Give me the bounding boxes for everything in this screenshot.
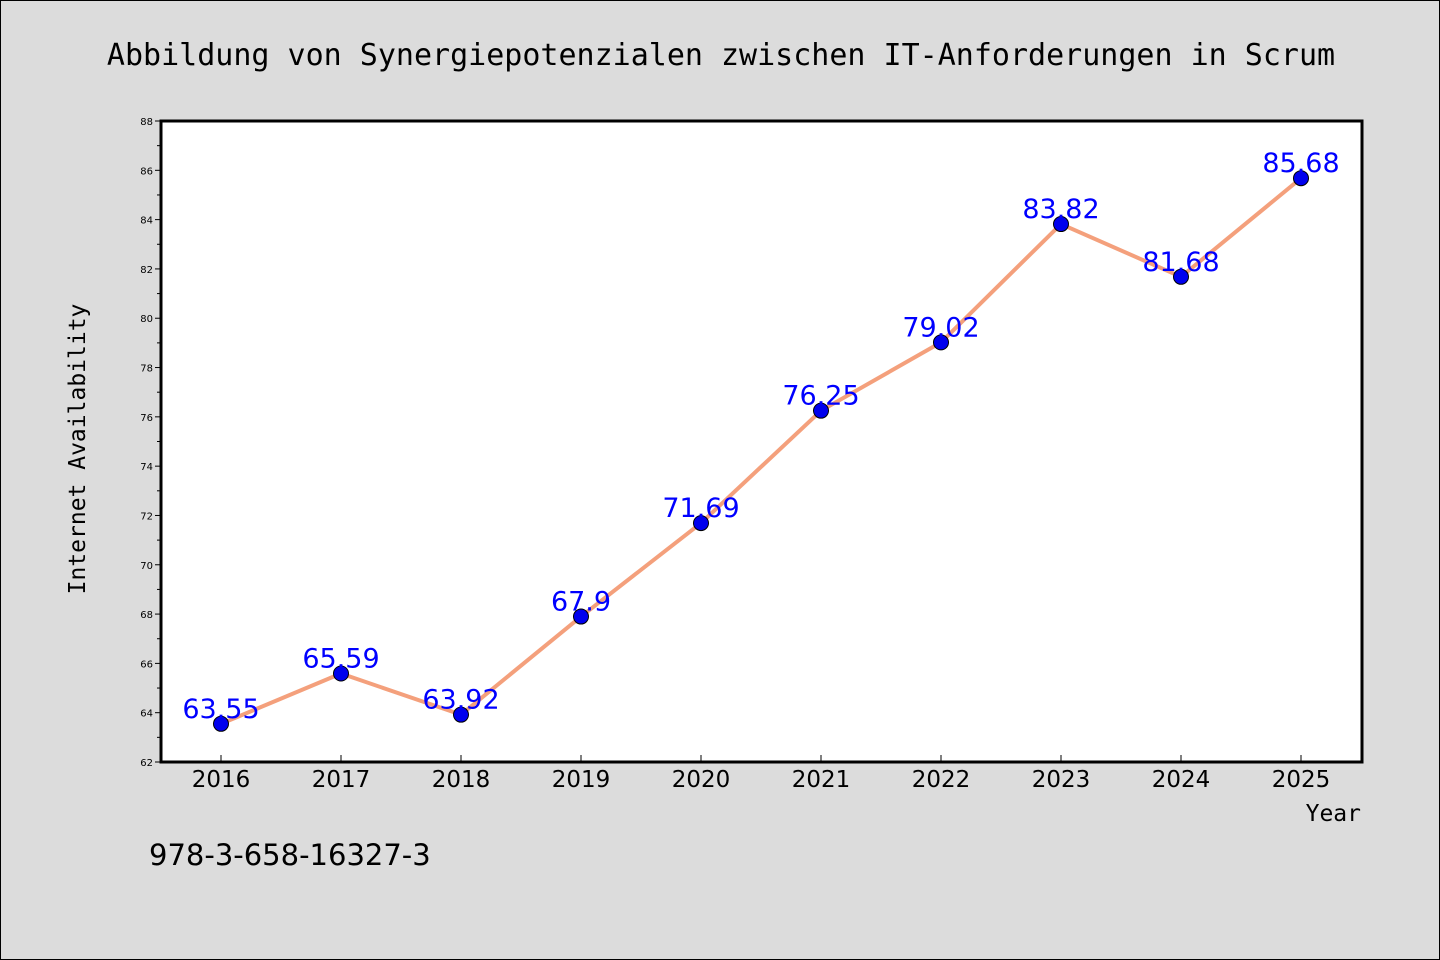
y-tick-label: 70 bbox=[140, 561, 153, 572]
x-tick-label: 2017 bbox=[312, 767, 371, 793]
x-tick-label: 2020 bbox=[672, 767, 731, 793]
data-markers bbox=[213, 170, 1309, 732]
y-tick-label: 72 bbox=[140, 511, 153, 522]
data-point bbox=[813, 402, 829, 419]
data-point bbox=[693, 515, 709, 532]
y-tick-label: 76 bbox=[140, 413, 153, 424]
data-label: 85.68 bbox=[1262, 148, 1339, 179]
data-label: 79.02 bbox=[902, 312, 979, 343]
data-labels: 63.55 65.59 63.92 67.9 71.69 76.25 79.02 83.82 8… bbox=[182, 148, 1339, 725]
data-point bbox=[333, 665, 349, 682]
x-tick-label: 2021 bbox=[792, 767, 851, 793]
data-label: 63.92 bbox=[422, 685, 499, 716]
data-label: 76.25 bbox=[782, 381, 859, 412]
data-point bbox=[933, 334, 949, 351]
data-label: 71.69 bbox=[662, 493, 739, 524]
x-tick-label: 2018 bbox=[432, 767, 491, 793]
plot-area bbox=[159, 119, 1364, 764]
isbn-footer: 978-3-658-16327-3 bbox=[149, 838, 431, 872]
y-tick-label: 64 bbox=[140, 709, 153, 720]
y-tick-label: 82 bbox=[140, 265, 153, 276]
data-label: 65.59 bbox=[302, 643, 379, 674]
data-point bbox=[453, 706, 469, 723]
y-tick-label: 80 bbox=[140, 314, 153, 325]
data-point bbox=[1173, 268, 1189, 285]
x-axis-label: Year bbox=[1306, 801, 1361, 827]
x-tick-label: 2025 bbox=[1272, 767, 1331, 793]
x-tick-label: 2024 bbox=[1152, 767, 1211, 793]
y-tick-label: 84 bbox=[140, 216, 153, 227]
data-point bbox=[1293, 170, 1309, 187]
y-tick-label: 66 bbox=[140, 659, 153, 670]
y-tick-label: 78 bbox=[140, 364, 153, 375]
data-label: 67.9 bbox=[551, 587, 611, 618]
data-point bbox=[1053, 216, 1069, 233]
data-label: 81.68 bbox=[1142, 247, 1219, 278]
chart-title: Abbildung von Synergiepotenzialen zwisch… bbox=[107, 38, 1335, 73]
data-point bbox=[573, 608, 589, 625]
data-point bbox=[213, 715, 229, 732]
y-tick-label: 62 bbox=[140, 758, 153, 769]
x-tick-label: 2016 bbox=[192, 767, 251, 793]
x-axis: 2016 2017 2018 2019 2020 2021 2022 2023 2024 2025 bbox=[192, 755, 1331, 793]
y-tick-label: 88 bbox=[140, 117, 153, 128]
data-label: 83.82 bbox=[1022, 194, 1099, 225]
y-axis: 62 64 66 68 70 72 74 76 78 80 82 84 86 88 bbox=[140, 117, 161, 769]
y-axis-label: Internet Availability bbox=[65, 304, 91, 595]
series-line bbox=[220, 176, 1303, 726]
y-tick-label: 86 bbox=[140, 166, 153, 177]
x-tick-label: 2019 bbox=[552, 767, 611, 793]
y-tick-label: 74 bbox=[140, 462, 153, 473]
data-label: 63.55 bbox=[182, 694, 259, 725]
x-tick-label: 2022 bbox=[912, 767, 971, 793]
y-tick-label: 68 bbox=[140, 610, 153, 621]
x-tick-label: 2023 bbox=[1032, 767, 1091, 793]
